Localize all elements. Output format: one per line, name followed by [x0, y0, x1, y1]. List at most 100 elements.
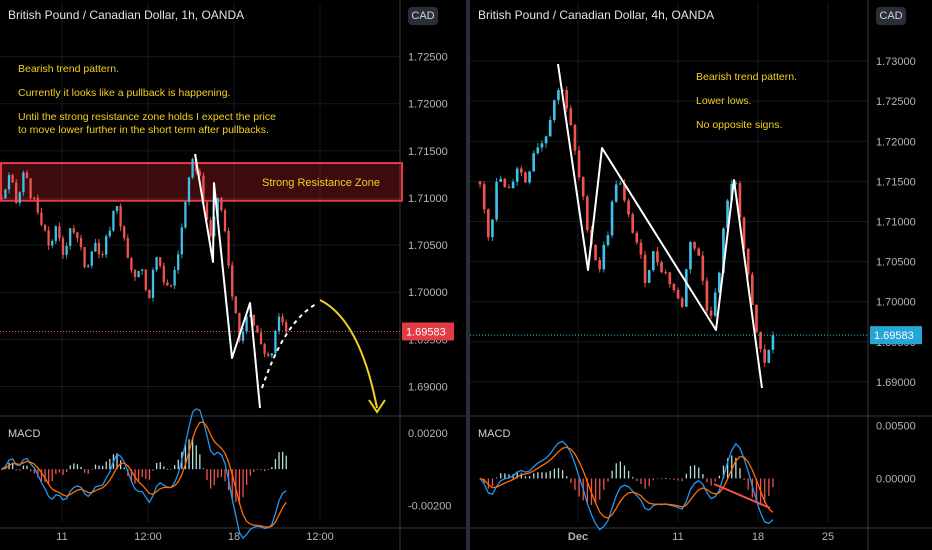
candle-body [668, 272, 672, 285]
candle-body [726, 200, 729, 229]
macd-histogram-bar [249, 469, 251, 476]
macd-histogram-bar [210, 469, 212, 489]
candle-body [767, 349, 771, 363]
candle-body [180, 227, 183, 255]
time-tick-label: 25 [822, 531, 834, 543]
candle-body [263, 344, 266, 354]
candle-body [524, 172, 527, 183]
candle-body [643, 254, 647, 283]
candle-body [680, 298, 684, 307]
candle-body [155, 257, 158, 270]
macd-histogram-bar [260, 469, 262, 471]
macd-histogram-bar [44, 469, 46, 483]
candle-body [693, 242, 696, 249]
macd-histogram-bar [253, 469, 255, 472]
macd-histogram-bar [76, 464, 79, 470]
chart-title: British Pound / Canadian Dollar, 4h, OAN… [478, 8, 715, 22]
macd-histogram-bar [561, 470, 564, 479]
candle-body [618, 183, 622, 185]
candle-body [36, 198, 39, 213]
macd-histogram-bar [648, 478, 650, 487]
candle-body [231, 265, 234, 297]
candle-body [285, 322, 288, 332]
macd-histogram-bar [516, 472, 518, 479]
macd-line [479, 440, 774, 531]
candle-body [216, 198, 219, 217]
macd-histogram-bar [62, 469, 64, 475]
candle-body [15, 182, 18, 203]
macd-histogram-bar [73, 463, 75, 470]
candle-body [47, 230, 50, 246]
macd-histogram-bar [174, 465, 176, 470]
candle-body [771, 335, 775, 350]
chart-1h-canvas[interactable]: 1.72500 1.72000 1.71500 1.71000 1.70500 1.700… [0, 0, 466, 550]
candle-body [191, 158, 194, 178]
macd-histogram-bar [533, 473, 535, 479]
macd-histogram-bar [199, 454, 201, 470]
price-tick-label: 1.72000 [408, 99, 448, 111]
macd-histogram-bar [747, 478, 749, 490]
macd-histogram-bar [772, 478, 774, 488]
macd-histogram-bar [195, 445, 197, 470]
candle-body [734, 183, 738, 185]
time-tick-label: 18 [228, 531, 240, 543]
candle-body [169, 285, 173, 287]
chart-title: British Pound / Canadian Dollar, 1h, OAN… [8, 8, 245, 22]
candle-body [627, 200, 630, 215]
price-tick-label: 1.70000 [408, 287, 448, 299]
macd-histogram-bar [145, 469, 147, 479]
macd-histogram-bar [652, 478, 655, 481]
currency-button[interactable]: CAD [876, 7, 906, 25]
macd-histogram-bar [105, 461, 107, 470]
candle-body [759, 332, 762, 350]
macd-histogram-bar [755, 478, 758, 504]
price-tick-label: 1.71000 [408, 193, 448, 205]
macd-histogram-bar [51, 469, 53, 482]
macd-histogram-bar [19, 469, 21, 471]
macd-histogram-bar [148, 469, 151, 480]
currency-button[interactable]: CAD [408, 7, 438, 25]
candle-body [689, 242, 692, 270]
candle-body [532, 153, 536, 172]
candle-body [548, 120, 552, 137]
price-tick-label: 1.69000 [876, 377, 916, 389]
price-tick-label: 1.71000 [876, 217, 916, 229]
candle-body [151, 269, 155, 298]
candle-body [238, 312, 241, 341]
candle-body [742, 217, 746, 249]
macd-histogram-bar [138, 469, 140, 481]
chart-4h-canvas[interactable]: 1.73000 1.72500 1.72000 1.71500 1.71000 1.705… [470, 0, 932, 550]
candle-body [162, 265, 165, 283]
macd-histogram-bar [123, 467, 125, 470]
macd-histogram-bar [528, 476, 531, 479]
candle-body [573, 125, 577, 151]
candle-body [664, 272, 668, 274]
candle-body [249, 315, 252, 317]
macd-divergence-line [713, 483, 771, 509]
candle-body [709, 310, 713, 316]
candle-body [90, 251, 93, 266]
candle-body [606, 235, 610, 245]
candle-body [166, 282, 169, 286]
macd-histogram-bar [84, 469, 86, 473]
macd-histogram-bar [141, 469, 143, 478]
candle-body [672, 284, 676, 290]
macd-histogram-bar [722, 465, 725, 479]
price-tick-label: 1.73000 [876, 56, 916, 68]
candle-body [705, 280, 709, 311]
macd-histogram-bar [202, 468, 205, 470]
note-line-2: Currently it looks like a pullback is ha… [18, 87, 231, 99]
macd-histogram-bar [166, 468, 169, 470]
candle-body [639, 242, 643, 255]
candle-body [54, 226, 57, 241]
candle-body [755, 304, 758, 333]
panel-divider[interactable] [466, 0, 470, 550]
macd-histogram-bar [623, 465, 626, 479]
candle-body [205, 202, 209, 221]
projected-pullback-path [261, 302, 319, 389]
candle-body [133, 269, 137, 277]
macd-histogram-bar [12, 463, 14, 470]
macd-histogram-bar [48, 469, 50, 485]
macd-histogram-bar [271, 467, 273, 470]
macd-histogram-bar [264, 469, 266, 472]
